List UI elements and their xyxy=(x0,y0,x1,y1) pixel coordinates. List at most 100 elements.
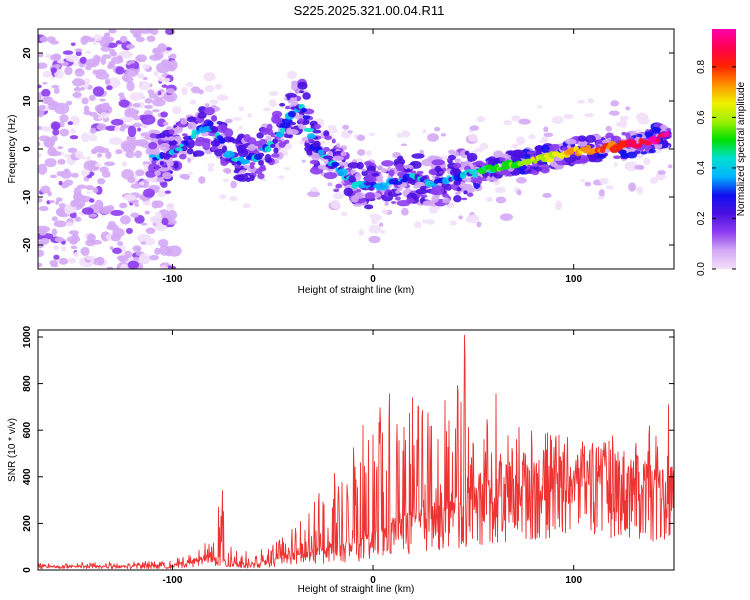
spectral-amplitude-blob xyxy=(442,197,451,204)
spectral-amplitude-blob xyxy=(119,35,128,43)
spectral-amplitude-blob xyxy=(108,137,123,145)
spectral-amplitude-blob xyxy=(129,60,135,64)
spectral-amplitude-blob xyxy=(142,76,148,81)
spectral-amplitude-blob xyxy=(416,170,424,175)
spectral-amplitude-blob xyxy=(125,227,133,234)
spectral-amplitude-blob xyxy=(92,69,99,75)
spectral-amplitude-blob xyxy=(353,203,363,207)
colorbar-tick-label: 0.6 xyxy=(696,110,707,124)
spectral-amplitude-blob xyxy=(626,151,638,159)
spectral-amplitude-blob xyxy=(565,138,577,145)
spectral-amplitude-blob xyxy=(330,199,341,210)
spectral-amplitude-blob xyxy=(151,200,159,209)
spectral-amplitude-blob xyxy=(369,213,377,219)
colorbar-tick-label: 0.0 xyxy=(696,262,707,276)
spectral-amplitude-blob xyxy=(138,80,151,91)
spectral-amplitude-blob xyxy=(516,189,522,196)
spectral-amplitude-blob xyxy=(120,140,134,151)
spectral-amplitude-blob xyxy=(243,133,251,143)
spectral-amplitude-blob xyxy=(335,183,343,189)
spectral-amplitude-blob xyxy=(142,200,151,206)
spectral-amplitude-blob xyxy=(50,67,57,74)
spectral-amplitude-blob xyxy=(168,59,178,71)
spectral-amplitude-blob xyxy=(304,142,310,148)
spectral-amplitude-blob xyxy=(613,155,621,160)
spectral-amplitude-blob xyxy=(135,139,149,146)
spectral-amplitude-blob xyxy=(50,135,58,142)
spectral-amplitude-blob xyxy=(598,189,605,197)
spectral-amplitude-blob xyxy=(86,156,91,162)
spectral-amplitude-blob xyxy=(376,165,384,170)
spectral-amplitude-blob xyxy=(327,182,333,187)
spectral-amplitude-blob xyxy=(216,94,229,101)
spectral-amplitude-blob xyxy=(54,69,64,79)
spectral-amplitude-blob xyxy=(64,66,73,76)
spectral-amplitude-blob xyxy=(230,180,237,189)
spectral-amplitude-blob xyxy=(577,140,588,147)
spectral-amplitude-blob xyxy=(454,158,462,163)
spectral-amplitude-blob xyxy=(356,158,364,163)
spectral-amplitude-blob xyxy=(411,153,425,159)
spectral-amplitude-blob xyxy=(239,169,247,174)
spectral-amplitude-blob xyxy=(204,103,210,108)
spectral-amplitude-blob xyxy=(86,191,91,195)
spectral-amplitude-blob xyxy=(229,196,238,202)
spectral-amplitude-blob xyxy=(53,87,60,94)
spectral-amplitude-blob xyxy=(164,77,171,82)
chart-title: S225.2025.321.00.04.R11 xyxy=(294,3,445,18)
spectral-amplitude-blob xyxy=(431,159,445,166)
spectral-amplitude-blob xyxy=(63,179,73,186)
spectral-amplitude-blob xyxy=(161,59,170,66)
spectral-amplitude-blob xyxy=(117,241,124,246)
spectral-amplitude-blob xyxy=(69,239,78,245)
spectral-amplitude-blob xyxy=(584,181,592,187)
spectral-amplitude-blob xyxy=(125,150,135,159)
spectral-amplitude-blob xyxy=(610,100,620,107)
spectral-amplitude-blob xyxy=(85,50,92,54)
spectral-amplitude-blob xyxy=(105,151,112,159)
spectral-amplitude-blob xyxy=(262,107,271,112)
spectral-amplitude-blob xyxy=(80,132,90,143)
spectral-amplitude-blob xyxy=(103,207,110,211)
spectral-amplitude-blob xyxy=(298,118,304,123)
spectral-amplitude-blob xyxy=(227,136,235,142)
spectral-amplitude-blob xyxy=(321,166,329,171)
spectral-amplitude-blob xyxy=(65,221,74,227)
spectral-amplitude-blob xyxy=(203,72,216,82)
spectral-amplitude-blob xyxy=(298,123,304,130)
spectral-amplitude-blob xyxy=(468,133,478,142)
spectral-amplitude-blob xyxy=(147,89,155,95)
spectral-amplitude-blob xyxy=(388,169,395,177)
spectral-amplitude-blob xyxy=(92,240,103,245)
spectral-amplitude-blob xyxy=(151,159,157,165)
spectral-amplitude-blob xyxy=(152,49,163,54)
spectral-amplitude-blob xyxy=(236,144,247,154)
spectral-amplitude-blob xyxy=(264,153,272,163)
spectral-amplitude-blob xyxy=(651,126,659,134)
spectral-amplitude-blob xyxy=(247,112,253,118)
spectral-amplitude-blob xyxy=(70,200,77,208)
spectral-amplitude-blob xyxy=(576,99,586,104)
spectral-amplitude-blob xyxy=(434,165,442,173)
spectral-amplitude-blob xyxy=(67,147,78,154)
spectral-amplitude-blob xyxy=(143,188,155,198)
spectral-amplitude-blob xyxy=(428,204,439,215)
spectral-amplitude-blob xyxy=(166,88,175,94)
spectral-amplitude-blob xyxy=(634,164,645,170)
spectral-amplitude-blob xyxy=(585,144,591,151)
spectral-amplitude-blob xyxy=(115,149,123,155)
spectral-amplitude-blob xyxy=(161,217,169,226)
spectral-amplitude-blob xyxy=(83,110,92,116)
spectral-amplitude-blob xyxy=(358,229,364,236)
spectral-amplitude-blob xyxy=(65,100,73,106)
spectral-amplitude-blob xyxy=(393,180,403,185)
colorbar-ticks: 0.0 0.2 0.4 0.6 0.8 xyxy=(696,60,736,276)
spectral-amplitude-blob xyxy=(662,139,669,147)
spectral-amplitude-blob xyxy=(306,133,316,140)
spectral-amplitude-blob xyxy=(144,98,153,104)
spectral-amplitude-blob xyxy=(129,92,142,102)
spectral-amplitude-blob xyxy=(224,158,230,162)
spectral-amplitude-blob xyxy=(198,176,206,184)
spectral-amplitude-blob xyxy=(555,200,563,211)
